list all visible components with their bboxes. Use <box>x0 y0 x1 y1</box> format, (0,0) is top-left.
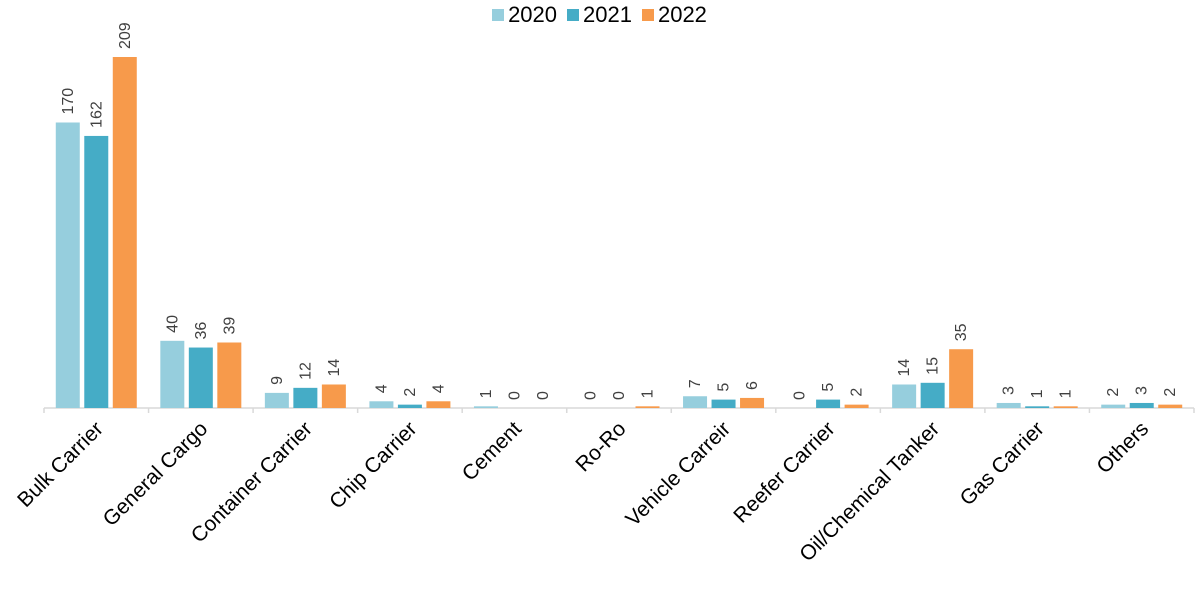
bar-2021-2 <box>293 387 318 408</box>
bar-2022-2 <box>321 384 346 408</box>
data-label-2021-8: 15 <box>925 357 942 375</box>
bar-2021-10 <box>1129 402 1154 408</box>
bar-2022-0 <box>112 57 137 408</box>
x-tick-label-0: Bulk Carrier <box>13 417 108 512</box>
data-label-2022-10: 2 <box>1162 388 1179 397</box>
bar-2020-3 <box>369 401 394 408</box>
data-label-2020-10: 2 <box>1105 388 1122 397</box>
data-label-2022-5: 1 <box>640 389 657 398</box>
data-label-2022-1: 39 <box>221 317 238 335</box>
data-label-2022-9: 1 <box>1058 389 1075 398</box>
data-label-2021-4: 0 <box>506 391 523 400</box>
bar-2020-2 <box>264 392 289 408</box>
bar-2021-0 <box>84 135 109 408</box>
bar-2022-6 <box>740 397 765 408</box>
data-label-2020-2: 9 <box>269 376 286 385</box>
data-label-2020-7: 0 <box>792 391 809 400</box>
bar-2022-5 <box>635 406 660 408</box>
data-label-2021-5: 0 <box>611 391 628 400</box>
bar-2020-1 <box>160 340 185 408</box>
x-tick-label-7: Reefer Carrier <box>729 417 839 527</box>
data-label-2022-6: 6 <box>744 381 761 390</box>
data-label-2022-7: 2 <box>849 388 866 397</box>
bar-2021-6 <box>711 399 736 408</box>
x-tick-label-1: General Cargo <box>99 417 213 531</box>
data-label-2021-10: 3 <box>1134 386 1151 395</box>
bar-2022-10 <box>1158 404 1183 408</box>
bar-2021-9 <box>1025 406 1050 408</box>
bar-2020-0 <box>55 122 80 408</box>
data-label-2022-4: 0 <box>535 391 552 400</box>
data-label-2020-6: 7 <box>687 379 704 388</box>
bar-2021-1 <box>188 347 213 408</box>
data-label-2021-2: 12 <box>297 362 314 380</box>
data-label-2022-8: 35 <box>953 323 970 341</box>
data-label-2021-0: 162 <box>88 101 105 128</box>
bar-2022-1 <box>217 342 242 408</box>
legend-item-2021: 2021 <box>567 2 632 28</box>
bar-2022-7 <box>844 404 869 408</box>
x-tick-label-5: Ro-Ro <box>571 417 630 476</box>
bar-2022-8 <box>949 349 974 408</box>
data-label-2021-9: 1 <box>1029 389 1046 398</box>
data-label-2021-7: 5 <box>820 383 837 392</box>
bar-2022-3 <box>426 401 451 408</box>
chart-legend: 2020 2021 2022 <box>0 2 1199 28</box>
legend-item-2022: 2022 <box>641 2 707 28</box>
bar-2020-8 <box>892 384 917 408</box>
data-label-2022-2: 14 <box>326 359 343 377</box>
bar-2020-9 <box>996 402 1021 408</box>
bar-2022-9 <box>1053 406 1078 408</box>
legend-swatch-2021 <box>567 9 580 21</box>
legend-item-2020: 2020 <box>492 2 557 28</box>
data-label-2021-3: 2 <box>402 388 419 397</box>
data-label-2022-0: 209 <box>117 22 134 49</box>
bar-2021-8 <box>920 382 945 408</box>
legend-swatch-2020 <box>492 9 505 21</box>
legend-label-2020: 2020 <box>508 2 558 27</box>
data-label-2020-8: 14 <box>896 359 913 377</box>
legend-swatch-2022 <box>641 9 654 21</box>
bar-2020-4 <box>473 406 498 408</box>
bar-2021-7 <box>816 399 841 408</box>
data-label-2020-9: 3 <box>1001 386 1018 395</box>
legend-label-2021: 2021 <box>583 2 632 27</box>
data-label-2020-5: 0 <box>583 391 600 400</box>
x-tick-label-6: Vehicle Carreir <box>621 417 735 531</box>
bar-2020-10 <box>1101 404 1126 408</box>
data-label-2021-6: 5 <box>716 383 733 392</box>
x-tick-label-10: Others <box>1092 417 1153 478</box>
data-label-2020-0: 170 <box>60 88 77 115</box>
data-label-2020-3: 4 <box>373 384 390 393</box>
data-label-2021-1: 36 <box>193 322 210 340</box>
bar-2020-6 <box>683 396 708 408</box>
data-label-2020-4: 1 <box>478 389 495 398</box>
x-tick-label-4: Cement <box>458 417 526 485</box>
x-tick-label-3: Chip Carrier <box>325 417 421 513</box>
bar-2021-3 <box>397 404 422 408</box>
legend-label-2022: 2022 <box>657 2 707 27</box>
x-tick-label-9: Gas Carrier <box>956 417 1049 510</box>
data-label-2020-1: 40 <box>164 315 181 333</box>
data-label-2022-3: 4 <box>430 384 447 393</box>
